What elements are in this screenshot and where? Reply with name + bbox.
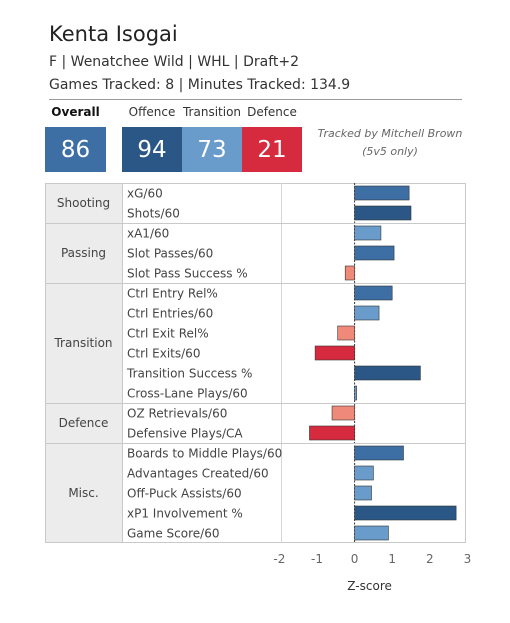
metric-label: Advantages Created/60 [127,467,269,481]
bar [344,265,355,281]
metric-label: xA1/60 [127,227,169,241]
metric-label: Game Score/60 [127,527,219,541]
metric-label: Off-Puck Assists/60 [127,487,242,501]
x-tick-label: -1 [311,552,323,566]
group-label: Shooting [57,196,110,210]
group-label: Defence [59,416,109,430]
bar [354,185,410,201]
bar [354,385,357,401]
bar [354,305,380,321]
x-tick-label: 3 [464,552,472,566]
metric-label: Ctrl Exit Rel% [127,327,209,341]
bar [309,425,355,441]
header-divider [49,99,462,100]
metric-label: Ctrl Entries/60 [127,307,213,321]
bar [354,285,393,301]
bar [354,525,389,541]
bar [314,345,355,361]
chart-frame [45,183,466,543]
bar [331,405,355,421]
x-tick-label: 2 [426,552,434,566]
metric-label: Ctrl Entry Rel% [127,287,218,301]
credit-note: (5v5 only) [362,145,418,158]
bar [337,325,355,341]
metric-label: Cross-Lane Plays/60 [127,387,248,401]
overall-label: Overall [51,105,100,119]
metric-label: xP1 Involvement % [127,507,243,521]
player-name: Kenta Isogai [49,22,178,46]
metric-label: Defensive Plays/CA [127,427,243,441]
x-tick-label: 1 [388,552,396,566]
player-info: F | Wenatchee Wild | WHL | Draft+2 [49,54,300,70]
bar [354,225,382,241]
x-axis-title: Z-score [347,579,392,593]
metric-label: xG/60 [127,187,163,201]
offence-score: 94 [122,127,182,172]
x-tick-label: -2 [273,552,285,566]
metric-label: Ctrl Exits/60 [127,347,200,361]
bar [354,365,421,381]
bar [354,485,372,501]
defence-score: 21 [242,127,302,172]
tracking-info: Games Tracked: 8 | Minutes Tracked: 134.… [49,77,351,93]
metric-label: Slot Passes/60 [127,247,213,261]
group-label: Transition [53,336,112,350]
metric-label: Transition Success % [126,367,252,381]
bar [354,505,457,521]
credit-line: Tracked by Mitchell Brown [317,127,463,140]
metric-label: Boards to Middle Plays/60 [127,447,282,461]
defence-label: Defence [247,105,297,119]
transition-score: 73 [182,127,242,172]
bar [354,465,374,481]
x-tick-label: 0 [351,552,359,566]
overall-score: 86 [45,127,106,172]
metric-label: OZ Retrievals/60 [127,407,227,421]
metric-label: Shots/60 [127,207,180,221]
bar [354,205,412,221]
metric-label: Slot Pass Success % [127,267,248,281]
bar [354,445,404,461]
transition-label: Transition [182,105,242,119]
offence-label: Offence [128,105,176,119]
group-label: Misc. [68,486,98,500]
group-label: Passing [61,246,106,260]
group-label-column [45,183,122,543]
bar [354,245,395,261]
